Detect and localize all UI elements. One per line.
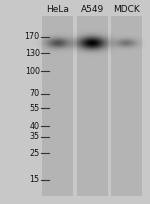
Text: 170: 170 (25, 32, 40, 41)
Text: 70: 70 (30, 89, 40, 98)
Text: 35: 35 (30, 132, 40, 141)
Bar (77, 16, 108, 196)
Text: 15: 15 (30, 175, 40, 184)
Text: 55: 55 (30, 104, 40, 113)
Text: HeLa: HeLa (46, 5, 69, 14)
Bar (111, 16, 142, 196)
Text: 130: 130 (25, 49, 40, 58)
Text: 40: 40 (30, 122, 40, 131)
Bar (42, 16, 73, 196)
Text: 25: 25 (30, 149, 40, 157)
Text: MDCK: MDCK (113, 5, 140, 14)
Text: 100: 100 (25, 67, 40, 76)
Text: A549: A549 (81, 5, 104, 14)
